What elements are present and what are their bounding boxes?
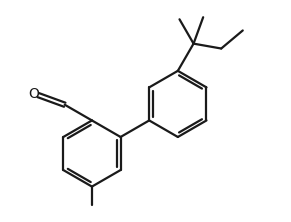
- Text: O: O: [29, 87, 40, 101]
